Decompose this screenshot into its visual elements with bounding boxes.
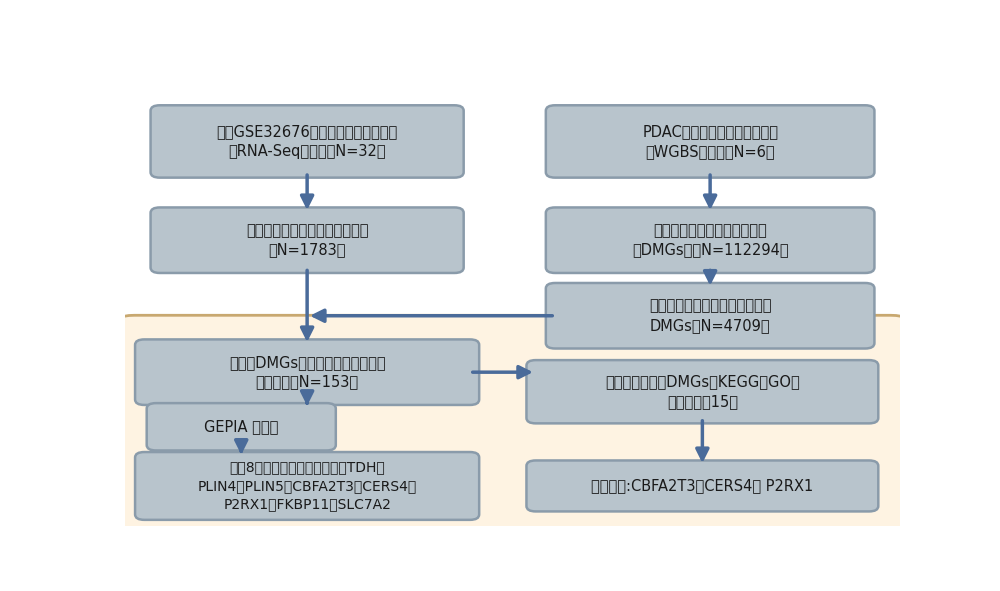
FancyBboxPatch shape [546,283,874,349]
FancyBboxPatch shape [147,403,336,450]
FancyBboxPatch shape [526,360,878,423]
FancyBboxPatch shape [135,452,479,520]
Text: PDAC的全基因组亚硫酸氢测序
（WGBS）数据（N=6）: PDAC的全基因组亚硫酸氢测序 （WGBS）数据（N=6） [642,124,778,159]
FancyBboxPatch shape [135,339,479,405]
FancyBboxPatch shape [151,105,464,178]
Text: 结合启动子区域DMGs的KEGG和GO功
能分析的前15条: 结合启动子区域DMGs的KEGG和GO功 能分析的前15条 [605,374,800,409]
Text: 最后得到:CBFA2T3、CERS4、 P2RX1: 最后得到:CBFA2T3、CERS4、 P2RX1 [591,479,814,493]
FancyBboxPatch shape [111,315,914,531]
Text: GEPIA 数据库: GEPIA 数据库 [204,419,278,434]
Text: 来源GSE32676肿瘾患者和正常人组织
的RNA-Seq数据集（N=32）: 来源GSE32676肿瘾患者和正常人组织 的RNA-Seq数据集（N=32） [216,124,398,159]
FancyBboxPatch shape [526,460,878,511]
Text: 得到8个高甲基化低表达基因：TDH、
PLIN4、PLIN5、CBFA2T3、CERS4、
P2RX1、FKBP11、SLC7A2: 得到8个高甲基化低表达基因：TDH、 PLIN4、PLIN5、CBFA2T3、C… [198,460,417,511]
Text: 筛选在肿瘾组织中低表达的基因
（N=1783）: 筛选在肿瘾组织中低表达的基因 （N=1783） [246,223,368,258]
FancyBboxPatch shape [546,207,874,273]
FancyBboxPatch shape [151,207,464,273]
Text: 挑选位于基因启动子的高甲基化
DMGs（N=4709）: 挑选位于基因启动子的高甲基化 DMGs（N=4709） [649,298,771,333]
Text: 筛选的DMGs与肿瘾组织中低表达基
因取交集（N=153）: 筛选的DMGs与肿瘾组织中低表达基 因取交集（N=153） [229,355,385,389]
Text: 鉴别全基因组差异甲基化基因
（DMGs）（N=112294）: 鉴别全基因组差异甲基化基因 （DMGs）（N=112294） [632,223,788,258]
FancyBboxPatch shape [546,105,874,178]
